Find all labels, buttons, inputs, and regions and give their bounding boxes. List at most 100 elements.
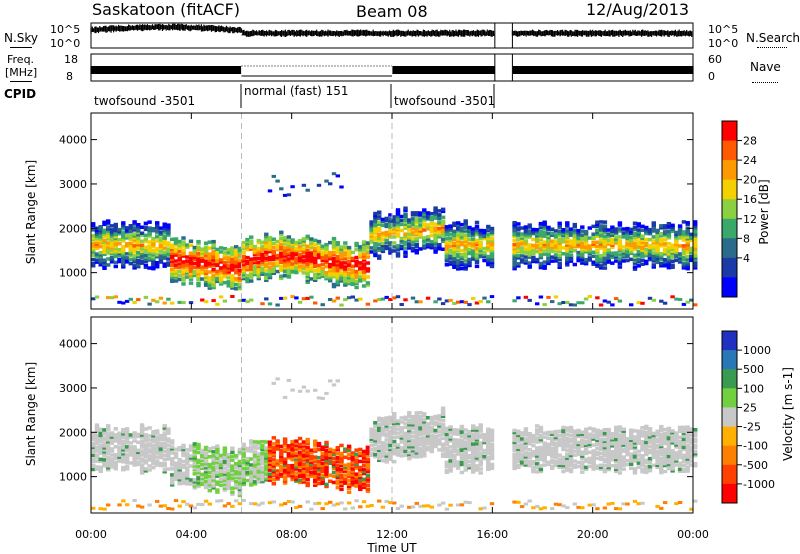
- power-heatmap-cell: [516, 248, 521, 252]
- velocity-high-range-cell: [282, 395, 288, 399]
- velocity-heatmap-cell: [369, 435, 374, 439]
- power-heatmap-cell: [271, 261, 276, 265]
- power-heatmap-cell: [395, 228, 401, 232]
- power-heatmap-cell: [361, 258, 367, 262]
- velocity-heatmap-cell: [606, 439, 611, 444]
- velocity-heatmap-cell: [237, 493, 243, 498]
- power-heatmap-cell: [173, 249, 179, 253]
- velocity-high-range-cell: [301, 385, 307, 389]
- power-heatmap-cell: [252, 272, 258, 277]
- power-heatmap-cell: [550, 239, 555, 243]
- power-heatmap-cell: [203, 241, 209, 245]
- power-heatmap-cell: [403, 218, 408, 222]
- velocity-heatmap-cell: [324, 474, 329, 479]
- power-high-range-cell: [328, 182, 333, 186]
- velocity-heatmap-cell: [429, 441, 434, 446]
- velocity-heatmap-cell: [531, 451, 536, 456]
- velocity-heatmap-cell: [377, 430, 382, 434]
- velocity-heatmap-cell: [565, 444, 570, 448]
- power-heatmap-cell: [106, 221, 111, 225]
- velocity-heatmap-cell: [252, 472, 258, 476]
- power-heatmap-cell: [693, 224, 698, 228]
- velocity-heatmap-cell: [222, 466, 228, 470]
- velocity-heatmap-cell: [282, 457, 288, 461]
- power-heatmap-cell: [538, 249, 544, 254]
- power-heatmap-cell: [290, 270, 295, 274]
- velocity-heatmap-cell: [535, 446, 540, 450]
- power-heatmap-cell: [550, 243, 555, 247]
- velocity-heatmap-cell: [305, 453, 310, 458]
- power-heatmap-cell: [662, 232, 668, 236]
- velocity-heatmap-cell: [282, 481, 288, 485]
- velocity-heatmap-cell: [211, 468, 216, 472]
- power-heatmap-cell: [245, 243, 250, 248]
- power-heatmap-cell: [245, 261, 250, 266]
- power-heatmap-cell: [644, 243, 649, 248]
- velocity-heatmap-cell: [173, 471, 179, 475]
- power-heatmap-cell: [433, 206, 438, 210]
- velocity-heatmap-cell: [192, 468, 197, 472]
- velocity-heatmap-cell: [294, 457, 299, 461]
- velocity-heatmap-cell: [373, 430, 378, 435]
- power-heatmap-cell: [109, 248, 115, 252]
- power-heatmap-cell: [550, 255, 555, 259]
- velocity-heatmap-cell: [448, 459, 453, 463]
- power-heatmap-cell: [98, 263, 103, 267]
- velocity-heatmap-cell: [377, 418, 382, 422]
- velocity-heatmap-cell: [249, 471, 254, 475]
- velocity-heatmap-cell: [222, 488, 228, 492]
- velocity-heatmap-cell: [538, 449, 544, 454]
- velocity-heatmap-cell: [433, 436, 438, 441]
- velocity-heatmap-cell: [595, 450, 600, 454]
- velocity-heatmap-cell: [452, 464, 457, 468]
- power-heatmap-cell: [448, 256, 453, 260]
- power-heatmap-cell: [106, 227, 111, 231]
- power-heatmap-cell: [267, 235, 273, 240]
- power-heatmap-cell: [313, 250, 318, 254]
- power-heatmap-cell: [102, 242, 107, 247]
- power-heatmap-cell: [535, 238, 540, 242]
- velocity-heatmap-cell: [410, 423, 416, 427]
- power-heatmap-cell: [474, 232, 480, 237]
- power-heatmap-cell: [230, 280, 235, 284]
- velocity-heatmap-cell: [429, 437, 434, 442]
- power-heatmap-cell: [659, 256, 664, 260]
- power-heatmap-cell: [535, 232, 540, 236]
- velocity-heatmap-cell: [121, 430, 126, 434]
- power-heatmap-cell: [343, 261, 348, 265]
- velocity-heatmap-cell: [94, 423, 100, 427]
- power-heatmap-cell: [685, 223, 690, 227]
- power-heatmap-cell: [301, 261, 307, 265]
- velocity-heatmap-cell: [617, 435, 623, 439]
- power-heatmap-cell: [538, 237, 544, 242]
- velocity-heatmap-cell: [512, 456, 517, 461]
- velocity-heatmap-cell: [218, 471, 224, 476]
- velocity-heatmap-cell: [632, 445, 638, 449]
- power-heatmap-cell: [346, 267, 352, 272]
- power-heatmap-cell: [188, 251, 194, 255]
- velocity-heatmap-cell: [418, 432, 423, 437]
- power-heatmap-cell: [346, 281, 352, 286]
- velocity-ground-scatter-cell: [132, 499, 137, 502]
- velocity-heatmap-cell: [440, 432, 446, 436]
- velocity-heatmap-cell: [388, 431, 393, 436]
- power-heatmap-cell: [621, 245, 626, 249]
- velocity-heatmap-cell: [267, 462, 273, 466]
- velocity-heatmap-cell: [260, 475, 265, 480]
- velocity-heatmap-cell: [452, 460, 457, 464]
- power-high-range-cell: [290, 185, 295, 189]
- velocity-heatmap-cell: [629, 434, 634, 438]
- power-heatmap-cell: [568, 231, 574, 235]
- power-heatmap-cell: [565, 243, 570, 247]
- power-heatmap-cell: [346, 245, 352, 250]
- velocity-heatmap-cell: [260, 459, 265, 464]
- power-heatmap-cell: [158, 230, 164, 234]
- velocity-heatmap-cell: [606, 437, 611, 442]
- power-heatmap-cell: [361, 256, 367, 260]
- velocity-heatmap-cell: [580, 430, 585, 434]
- velocity-heatmap-cell: [113, 445, 118, 449]
- velocity-heatmap-cell: [602, 463, 608, 468]
- velocity-heatmap-cell: [380, 431, 386, 435]
- velocity-heatmap-cell: [587, 440, 592, 445]
- velocity-heatmap-cell: [335, 481, 340, 486]
